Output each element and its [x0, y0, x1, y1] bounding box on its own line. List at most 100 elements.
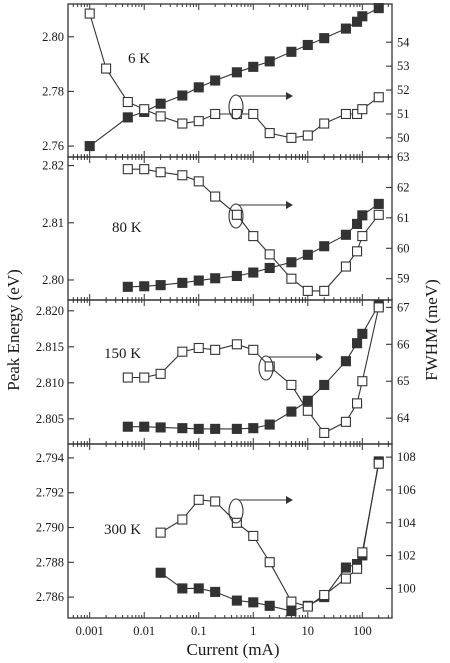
panel-3: 2.786 2.788 2.790 2.792 2.794 100 102 104 106 108… [36, 443, 417, 619]
right-tick-label: 61 [397, 211, 410, 225]
data-point-open [340, 416, 351, 427]
y-axis-label-right: FWHM (meV) [422, 279, 441, 381]
data-point-open [177, 118, 188, 129]
left-tick-label: 2.810 [36, 376, 64, 390]
data-point-open [139, 164, 150, 175]
temperature-label: 6 K [128, 51, 150, 67]
series-ellipse [228, 203, 244, 229]
data-point-open [139, 372, 150, 383]
panels-group: 2.76 2.78 2.80 50 51 52 53 54 6 K 2.80 2.81 2.82 59 6… [36, 3, 417, 638]
left-tick-label: 2.80 [42, 30, 64, 44]
right-tick-label: 108 [397, 450, 416, 464]
left-tick-label: 2.805 [36, 412, 64, 426]
data-point-open [319, 118, 330, 129]
data-point-filled [373, 3, 384, 14]
data-point-filled [139, 281, 150, 292]
data-point-open [286, 132, 297, 143]
data-point-filled [286, 46, 297, 57]
data-point-filled [155, 422, 166, 433]
data-point-open [193, 116, 204, 127]
data-point-filled [177, 90, 188, 101]
data-point-open [319, 589, 330, 601]
data-point-open [340, 108, 351, 120]
temperature-label: 150 K [104, 346, 141, 362]
data-point-filled [286, 605, 297, 617]
x-tick-label: 100 [353, 624, 372, 638]
data-point-filled [319, 33, 330, 44]
data-point-open [302, 405, 313, 416]
data-point-filled [139, 421, 150, 432]
right-tick-label: 52 [397, 83, 410, 97]
right-tick-label: 62 [397, 180, 410, 194]
data-point-filled [264, 56, 275, 67]
data-point-open [177, 514, 188, 525]
right-tick-label: 51 [397, 107, 410, 121]
data-point-open [193, 176, 204, 187]
data-point-filled [210, 75, 221, 86]
data-point-open [302, 285, 313, 296]
data-point-open [373, 302, 384, 313]
data-point-open [248, 344, 259, 355]
right-tick-label: 50 [397, 131, 410, 145]
right-tick-label: 54 [397, 35, 410, 49]
data-point-filled [351, 338, 363, 349]
data-point-filled [340, 229, 351, 240]
arrow-head [286, 201, 293, 209]
data-point-open [193, 494, 204, 505]
arrow-head [286, 496, 293, 504]
data-point-filled [177, 277, 188, 288]
right-tick-label: 63 [397, 150, 410, 164]
left-tick-label: 2.794 [36, 451, 65, 465]
x-tick-label: 10 [302, 624, 315, 638]
data-point-filled [248, 61, 259, 72]
data-point-filled [340, 356, 351, 367]
data-point-filled [84, 141, 95, 152]
data-point-open [286, 379, 297, 390]
data-point-open [340, 573, 351, 584]
x-tick-label: 0.1 [191, 624, 207, 638]
right-tick-label: 64 [397, 411, 410, 425]
data-point-open [122, 164, 133, 175]
data-point-open [231, 339, 242, 350]
data-point-filled [231, 595, 242, 606]
left-tick-label: 2.820 [36, 304, 64, 318]
data-point-filled [210, 273, 221, 284]
data-point-open [248, 231, 259, 242]
series-ellipse [228, 498, 244, 524]
data-point-open [210, 344, 221, 355]
data-point-filled [231, 270, 242, 282]
data-point-open [373, 92, 384, 103]
data-point-open [351, 398, 363, 409]
series-ellipse [258, 355, 274, 381]
panel-1: 2.80 2.81 2.82 59 60 61 62 63 80 K [42, 150, 410, 301]
right-tick-label: 106 [397, 483, 416, 497]
data-point-filled [193, 275, 204, 286]
data-point-open [351, 563, 363, 574]
data-point-open [357, 104, 368, 115]
data-point-filled [122, 421, 133, 432]
arrow-head [286, 92, 293, 100]
series-line-open-square [127, 168, 380, 292]
temperature-label: 300 K [104, 522, 141, 538]
series-line-filled-square [127, 304, 380, 430]
right-tick-label: 66 [397, 337, 410, 351]
data-point-open [177, 346, 188, 357]
right-tick-label: 102 [397, 549, 416, 563]
data-point-filled [177, 583, 188, 594]
y-axis-label-left: Peak Energy (eV) [4, 269, 23, 390]
data-point-open [122, 372, 133, 383]
data-point-filled [302, 39, 313, 51]
data-point-open [210, 191, 221, 202]
left-tick-label: 2.786 [36, 590, 64, 604]
data-point-filled [155, 280, 166, 291]
data-point-filled [155, 98, 166, 109]
data-point-filled [231, 67, 242, 78]
data-point-filled [340, 23, 351, 34]
data-point-open [231, 209, 242, 220]
x-tick-label: 0.01 [133, 624, 155, 638]
data-point-open [302, 601, 313, 612]
data-point-open [286, 596, 297, 607]
data-point-filled [193, 423, 204, 434]
right-tick-label: 65 [397, 374, 410, 388]
data-point-filled [351, 218, 363, 229]
